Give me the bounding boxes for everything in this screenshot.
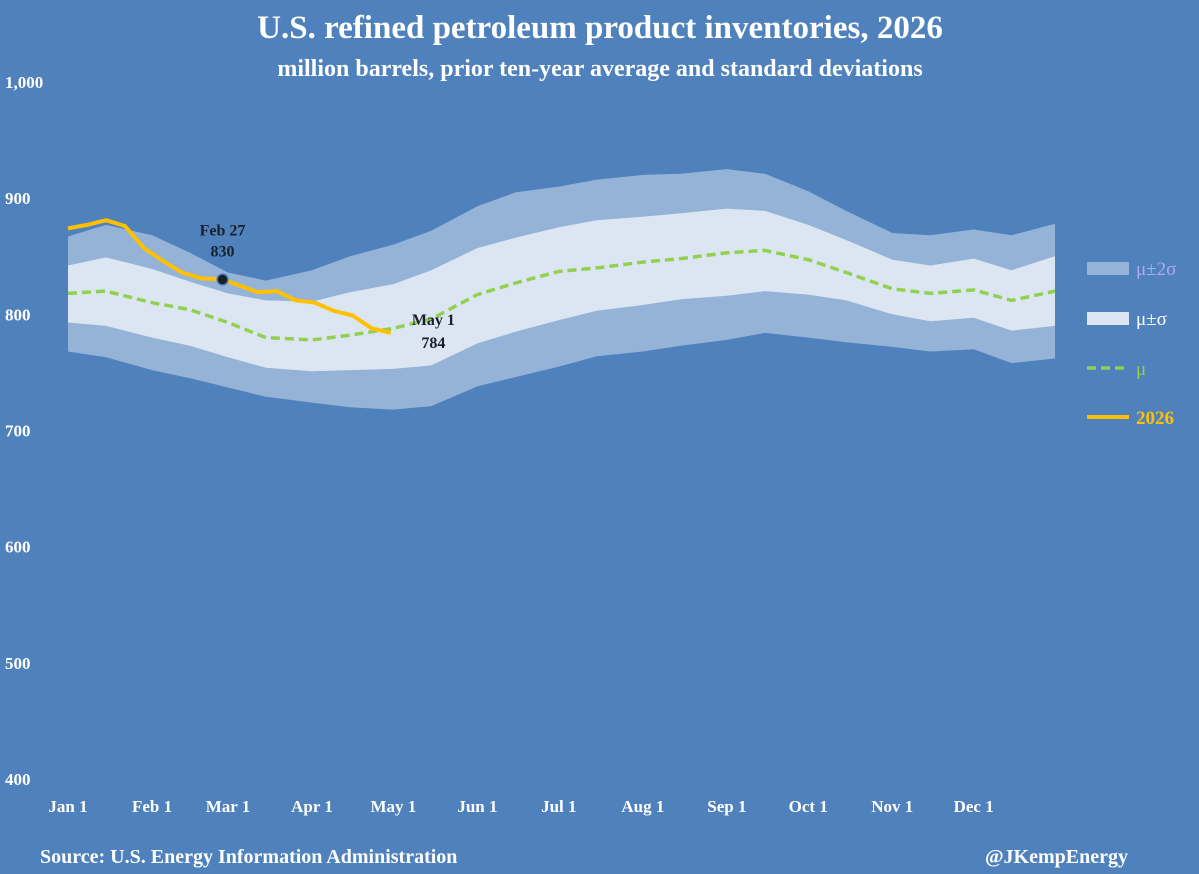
annotation-value: 830 — [211, 243, 235, 260]
band-one-sigma — [68, 208, 1055, 372]
x-axis: Jan 1 Feb 1 Mar 1 Apr 1 May 1 Jun 1 Jul 1 Aug 1… — [48, 797, 993, 816]
chart-title: U.S. refined petroleum product inventori… — [257, 10, 943, 46]
annotation-date: May 1 — [412, 312, 455, 329]
x-tick-label: Dec 1 — [954, 797, 994, 816]
x-tick-label: Jul 1 — [541, 797, 576, 816]
y-tick-label: 500 — [5, 654, 31, 673]
y-tick-label: 1,000 — [5, 73, 43, 92]
annotation-marker — [216, 273, 229, 286]
x-tick-label: Feb 1 — [132, 797, 172, 816]
x-tick-label: Nov 1 — [871, 797, 913, 816]
author-handle: @JKempEnergy — [985, 846, 1128, 868]
annotations-layer: Feb 27 830 May 1 784 — [200, 222, 455, 351]
legend-label-two-sigma: μ±2σ — [1136, 259, 1176, 280]
x-tick-label: Jan 1 — [48, 797, 87, 816]
x-tick-label: Aug 1 — [621, 797, 664, 816]
current-year-line — [67, 218, 392, 335]
x-tick-label: Sep 1 — [707, 797, 746, 816]
legend-label-current: 2026 — [1136, 408, 1174, 429]
chart-subtitle: million barrels, prior ten-year average … — [277, 56, 922, 82]
y-axis: 400 500 600 700 800 900 1,000 — [5, 73, 43, 789]
y-tick-label: 400 — [5, 770, 31, 789]
x-tick-label: May 1 — [370, 797, 416, 816]
mean-line — [67, 248, 1056, 342]
x-tick-label: Mar 1 — [206, 797, 251, 816]
y-tick-label: 700 — [5, 422, 31, 441]
annotation-date: Feb 27 — [200, 222, 246, 239]
y-tick-label: 900 — [5, 189, 31, 208]
y-tick-label: 600 — [5, 538, 31, 557]
lines-layer — [67, 218, 1056, 342]
y-tick-label: 800 — [5, 305, 31, 324]
bands-layer — [68, 169, 1055, 410]
x-tick-label: Jun 1 — [457, 797, 497, 816]
x-tick-label: Oct 1 — [789, 797, 828, 816]
legend: μ±2σ μ±σ μ 2026 — [1087, 259, 1176, 429]
source-note: Source: U.S. Energy Information Administ… — [40, 846, 457, 868]
legend-label-mean: μ — [1136, 359, 1146, 380]
annotation-value: 784 — [421, 335, 445, 352]
legend-label-one-sigma: μ±σ — [1136, 309, 1167, 330]
x-tick-label: Apr 1 — [291, 797, 333, 816]
legend-swatch-one-sigma — [1087, 312, 1129, 325]
legend-swatch-two-sigma — [1087, 262, 1129, 275]
